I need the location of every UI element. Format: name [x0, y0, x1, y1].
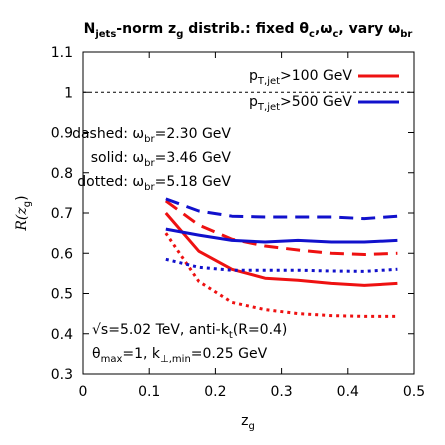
y-axis-label-end: )	[14, 195, 30, 200]
axis-ticks: 0 0.1 0.2 0.3 0.4 0.5 0.3 0.4 0.5 0.6 0.7 0.8 0.9 1 1.…	[51, 45, 425, 400]
annotation-dotted: dotted: ωbr=5.18 GeV	[77, 174, 231, 193]
series-line-pt100-dashed	[164, 199, 398, 256]
y-tick-label: 0.5	[51, 287, 73, 303]
legend-label-pre: p	[249, 94, 258, 110]
y-tick-label: 0.8	[51, 166, 73, 182]
annotation-energy: √s=5.02 TeV, anti-kt(R=0.4)	[92, 322, 287, 341]
annotation-pre: dotted: ω	[77, 174, 144, 190]
annotation-theta: θmax=1, k⊥,min=0.25 GeV	[92, 346, 268, 365]
series-line-pt500-solid	[165, 227, 398, 244]
annotation-sub2: ⊥,min	[160, 354, 191, 365]
legend-label-pre: p	[249, 68, 258, 84]
annotation-post: =2.30 GeV	[155, 126, 232, 142]
y-tick-label: 1.1	[51, 45, 73, 61]
title-part-sub: br	[400, 29, 412, 40]
title-part-sub: jets	[94, 29, 116, 40]
legend-label-pt100: pT,jet>100 GeV	[249, 68, 352, 87]
title-part-sub: c	[332, 29, 338, 40]
annotation-solid: solid: ωbr=3.46 GeV	[91, 150, 232, 169]
annotation-sub: br	[144, 158, 155, 169]
series-line-pt500-dotted	[165, 257, 398, 273]
y-tick-label: 0.9	[51, 126, 73, 142]
x-tick-label: 0.5	[403, 384, 425, 400]
x-tick-label: 0.2	[204, 384, 226, 400]
annotation-pre: √s=5.02 TeV, anti-k	[92, 322, 230, 338]
y-tick-label: 0.4	[51, 327, 73, 343]
title-part-sub: c	[309, 29, 315, 40]
legend-label-sub: T,jet	[257, 102, 280, 113]
annotation-mid: =1, k	[122, 346, 161, 362]
title-part: N	[84, 21, 96, 37]
x-tick-label: 0.4	[337, 384, 359, 400]
y-tick-label: 0.6	[51, 246, 73, 262]
series-line-pt500-dashed	[165, 197, 398, 221]
y-tick-label: 0.7	[51, 206, 73, 222]
title-part: ,ω	[315, 21, 333, 37]
legend-label-post: >100 GeV	[280, 68, 352, 84]
y-tick-label: 1	[64, 85, 73, 101]
annotation-pre: solid: ω	[91, 150, 144, 166]
title-part: distrib.: fixed θ	[183, 21, 309, 37]
series-line-pt100-solid	[164, 212, 398, 287]
series-line-pt100-dotted	[164, 232, 398, 318]
x-axis-label-sub: g	[249, 421, 255, 432]
annotation-post: =0.25 GeV	[191, 346, 268, 362]
title-part-sub: g	[176, 29, 183, 40]
annotation-sub: br	[144, 134, 155, 145]
annotation-post: =5.18 GeV	[155, 174, 232, 190]
x-axis-label-main: z	[241, 413, 248, 429]
y-axis-label-main: R(z	[14, 207, 30, 232]
legend: pT,jet>100 GeV pT,jet>500 GeV	[249, 68, 399, 113]
y-tick-label: 0.3	[51, 367, 73, 383]
x-tick-label: 0.1	[138, 384, 160, 400]
annotation-sub: max	[101, 354, 123, 365]
legend-label-pt500: pT,jet>500 GeV	[249, 94, 352, 113]
annotation-sub: br	[144, 182, 155, 193]
annotation-post: (R=0.4)	[233, 322, 288, 338]
chart-title: Njets-norm zg distrib.: fixed θc,ωc, var…	[84, 21, 413, 40]
annotation-post: =3.46 GeV	[155, 150, 232, 166]
x-tick-label: 0.3	[270, 384, 292, 400]
legend-label-post: >500 GeV	[280, 94, 352, 110]
series-group	[164, 197, 398, 318]
title-part: , vary ω	[338, 21, 400, 37]
legend-label-sub: T,jet	[257, 76, 280, 87]
x-axis-label: zg	[241, 413, 255, 432]
title-part: -norm z	[116, 21, 176, 37]
x-tick-label: 0	[79, 384, 88, 400]
y-axis-label-sub: g	[22, 201, 33, 207]
annotation-pre: dashed: ω	[72, 126, 144, 142]
annotation-sub: t	[229, 330, 233, 341]
y-axis-label: R(zg)	[14, 195, 33, 231]
annotation-pre: θ	[92, 346, 101, 362]
annotation-dashed: dashed: ωbr=2.30 GeV	[72, 126, 231, 145]
